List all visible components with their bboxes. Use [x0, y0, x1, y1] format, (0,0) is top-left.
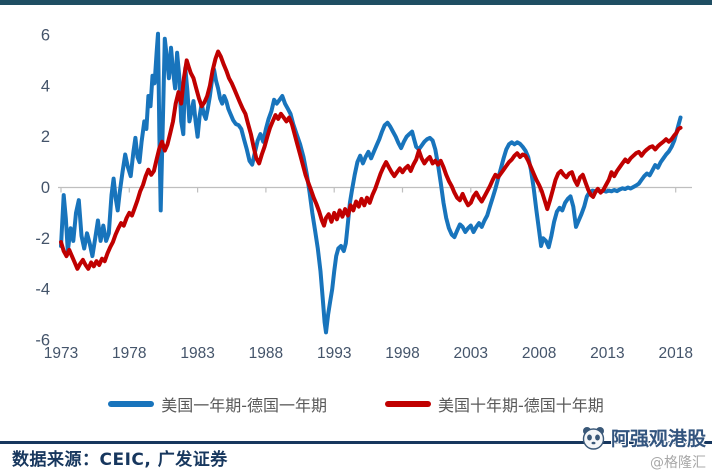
- x-axis-label: 1978: [112, 345, 146, 362]
- series-line-0: [59, 31, 683, 335]
- legend-swatch-blue-icon: [108, 401, 155, 407]
- x-axis-label: 1993: [317, 345, 351, 362]
- line-chart: 1973 1978 1983 1988 1993 1998 2003 2008 2013 2018…: [35, 26, 693, 362]
- data-source-note: 数据来源：CEIC, 广发证券: [12, 450, 228, 470]
- y-axis-label: -2: [35, 230, 50, 248]
- x-axis-label: 1998: [385, 345, 419, 362]
- y-axis-label: -6: [35, 332, 50, 350]
- x-axis-label: 2018: [658, 345, 692, 362]
- y-axis-label: 0: [41, 179, 50, 197]
- x-axis-label: 1988: [249, 345, 283, 362]
- legend-label-us10y-de10y: 美国十年期-德国十年期: [438, 396, 604, 415]
- footer-divider-line: [0, 441, 712, 444]
- watermark-title: 阿强观港股: [610, 428, 706, 450]
- x-axis-label: 2003: [454, 345, 488, 362]
- watermark-handle: @格隆汇: [650, 455, 706, 471]
- legend-item-us1y-de1y: 美国一年期-德国一年期: [108, 392, 327, 416]
- x-axis-label: 1983: [180, 345, 214, 362]
- top-border-bar: [0, 0, 712, 5]
- panda-icon: [582, 427, 605, 450]
- legend-swatch-red-icon: [385, 401, 431, 407]
- legend-item-us10y-de10y: 美国十年期-德国十年期: [385, 392, 604, 416]
- watermark: 阿强观港股 @格隆汇: [546, 424, 706, 472]
- y-axis-label: -4: [35, 281, 50, 299]
- x-axis-label: 2013: [590, 345, 624, 362]
- legend-label-us1y-de1y: 美国一年期-德国一年期: [161, 396, 327, 415]
- x-axis-label: 2008: [522, 345, 556, 362]
- y-axis-label: 4: [41, 77, 50, 95]
- y-axis-label: 2: [41, 128, 50, 146]
- x-axis-label: 1973: [44, 345, 78, 362]
- series-line-1: [59, 49, 683, 271]
- y-axis-label: 6: [41, 26, 50, 44]
- watermark-row: 阿强观港股: [546, 424, 706, 451]
- chart-legend: 美国一年期-德国一年期 美国十年期-德国十年期: [0, 391, 712, 417]
